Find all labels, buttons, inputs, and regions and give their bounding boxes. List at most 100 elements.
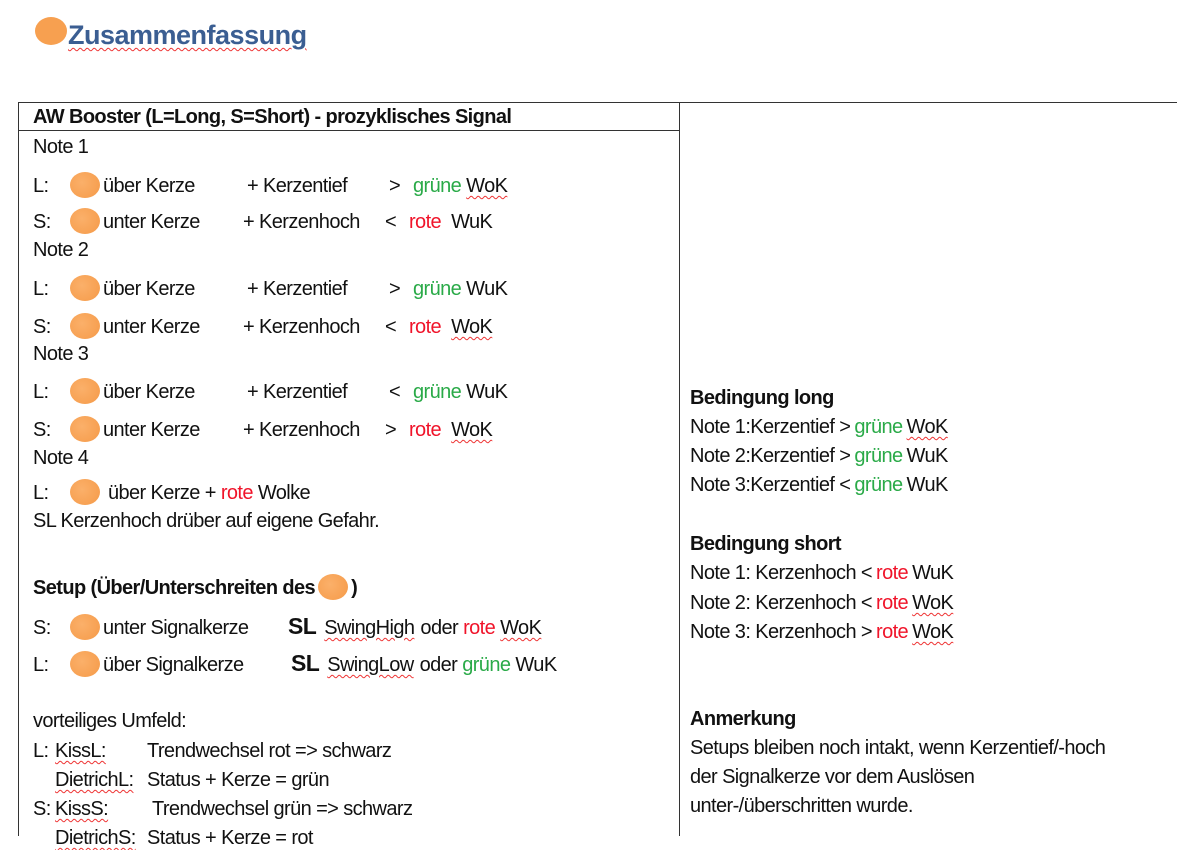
cloud-icon xyxy=(70,614,100,640)
table-border xyxy=(18,102,1177,103)
setup-row: L: über Signalkerze SL SwingLow oder grüne WuK xyxy=(33,651,557,677)
cloud-icon xyxy=(70,378,100,404)
table-header: AW Booster (L=Long, S=Short) - prozyklis… xyxy=(33,106,512,128)
page-title: Zusammenfassung xyxy=(68,20,307,50)
cloud-icon xyxy=(318,574,349,600)
color-word: grüne xyxy=(854,445,903,467)
cloud-icon xyxy=(35,17,67,45)
condition: + Kerzenhoch xyxy=(243,211,360,233)
swing: SwingLow xyxy=(327,654,414,676)
cloud-word: WoK xyxy=(500,617,542,639)
remark-line: unter-/überschritten wurde. xyxy=(690,795,913,817)
color-word: grüne xyxy=(413,381,462,403)
side-label: L: xyxy=(33,278,49,300)
setup-heading-text: Setup (Über/Unterschreiten des xyxy=(33,577,316,599)
side-label: L: xyxy=(33,175,49,197)
cloud-word: WoK xyxy=(466,175,508,197)
cloud-word: WoK xyxy=(451,419,493,441)
color-word: rote xyxy=(876,621,909,643)
note-heading: Note 3 xyxy=(33,343,89,365)
cloud-icon xyxy=(70,416,100,442)
condition-text: Note 3:Kerzentief < xyxy=(690,474,851,496)
condition-text: Note 1:Kerzentief > xyxy=(690,416,851,438)
umfeld-row: L: KissL: Trendwechsel rot => schwarz xyxy=(33,739,392,763)
cloud-word: WuK xyxy=(906,474,949,496)
desc: unter Kerze xyxy=(103,211,200,233)
oder: oder xyxy=(419,654,458,676)
comparator: < xyxy=(385,316,397,338)
cloud-icon xyxy=(70,479,100,505)
color-word: rote xyxy=(409,211,442,233)
oder: oder xyxy=(420,617,459,639)
prefix: L: xyxy=(33,740,49,762)
signal-row: L: über Kerze + Kerzentief > grüne WoK xyxy=(33,172,508,198)
color-word: rote xyxy=(463,617,496,639)
desc: unter Signalkerze xyxy=(103,617,249,639)
condition-text: Note 1: Kerzenhoch < xyxy=(690,562,873,584)
condition-row: Note 3: Kerzenhoch > rote WoK xyxy=(690,620,954,644)
desc: unter Kerze xyxy=(103,316,200,338)
signal-row: S: unter Kerze + Kerzenhoch < rote WoK xyxy=(33,313,493,339)
color-word: rote xyxy=(876,562,909,584)
cloud-icon xyxy=(70,172,100,198)
indicator-text: Trendwechsel rot => schwarz xyxy=(147,740,392,762)
cloud-icon xyxy=(70,208,100,234)
signal-row: S: unter Kerze + Kerzenhoch > rote WoK xyxy=(33,416,493,442)
stop-loss-label: SL xyxy=(288,613,317,639)
side-label: S: xyxy=(33,316,51,338)
comparator: < xyxy=(389,381,401,403)
side-label: S: xyxy=(33,211,51,233)
setup-heading: Setup (Über/Unterschreiten des) xyxy=(33,574,358,600)
remark-line: Setups bleiben noch intakt, wenn Kerzent… xyxy=(690,737,1106,759)
cloud-word: WoK xyxy=(906,416,949,438)
short-heading: Bedingung short xyxy=(690,533,842,555)
indicator-text: Status + Kerze = rot xyxy=(147,827,313,849)
condition-row: Note 1:Kerzentief > grüne WoK xyxy=(690,415,948,439)
cloud-icon xyxy=(70,313,100,339)
desc: über Signalkerze xyxy=(103,654,244,676)
side-label: L: xyxy=(33,654,49,676)
condition-row: Note 1: Kerzenhoch < rote WuK xyxy=(690,561,954,585)
indicator-text: Trendwechsel grün => schwarz xyxy=(152,798,413,820)
prefix: S: xyxy=(33,798,51,820)
note-heading: Note 2 xyxy=(33,239,89,261)
cloud-word: WuK xyxy=(466,381,508,403)
cloud-word: WuK xyxy=(912,562,954,584)
column-divider xyxy=(679,102,680,836)
condition-text: Note 2: Kerzenhoch < xyxy=(690,592,873,614)
color-word: rote xyxy=(409,419,442,441)
long-heading: Bedingung long xyxy=(690,387,834,409)
side-label: L: xyxy=(33,482,49,504)
side-label: S: xyxy=(33,419,51,441)
note-heading: Note 1 xyxy=(33,136,89,158)
color-word: grüne xyxy=(854,416,903,438)
desc: unter Kerze xyxy=(103,419,200,441)
indicator-name: DietrichL: xyxy=(55,769,134,791)
cloud-word: WuK xyxy=(451,211,493,233)
cloud-icon xyxy=(70,275,100,301)
condition: + Kerzentief xyxy=(247,381,348,403)
comparator: > xyxy=(389,278,401,300)
condition-text: Note 2:Kerzentief > xyxy=(690,445,851,467)
comparator: > xyxy=(385,419,397,441)
remark-heading: Anmerkung xyxy=(690,708,796,730)
condition: + Kerzentief xyxy=(247,175,348,197)
table-border xyxy=(18,102,19,836)
color-word: rote xyxy=(409,316,442,338)
umfeld-row: S: KissS: Trendwechsel grün => schwarz xyxy=(33,797,413,821)
cloud-word: WuK xyxy=(515,654,557,676)
condition: + Kerzentief xyxy=(247,278,348,300)
color-word: rote xyxy=(220,482,254,504)
color-word: grüne xyxy=(413,175,462,197)
desc: über Kerze xyxy=(103,278,195,300)
color-word: grüne xyxy=(413,278,462,300)
cloud-word: WoK xyxy=(912,621,954,643)
condition-row: Note 2: Kerzenhoch < rote WoK xyxy=(690,591,954,615)
umfeld-row: DietrichS: Status + Kerze = rot xyxy=(33,826,313,850)
indicator-name: KissL: xyxy=(55,740,106,762)
cloud-word: Wolke xyxy=(257,482,311,504)
signal-row: L: über Kerze + Kerzentief < grüne WuK xyxy=(33,378,508,404)
comparator: > xyxy=(389,175,401,197)
comparator: < xyxy=(385,211,397,233)
paren: ) xyxy=(351,577,358,599)
